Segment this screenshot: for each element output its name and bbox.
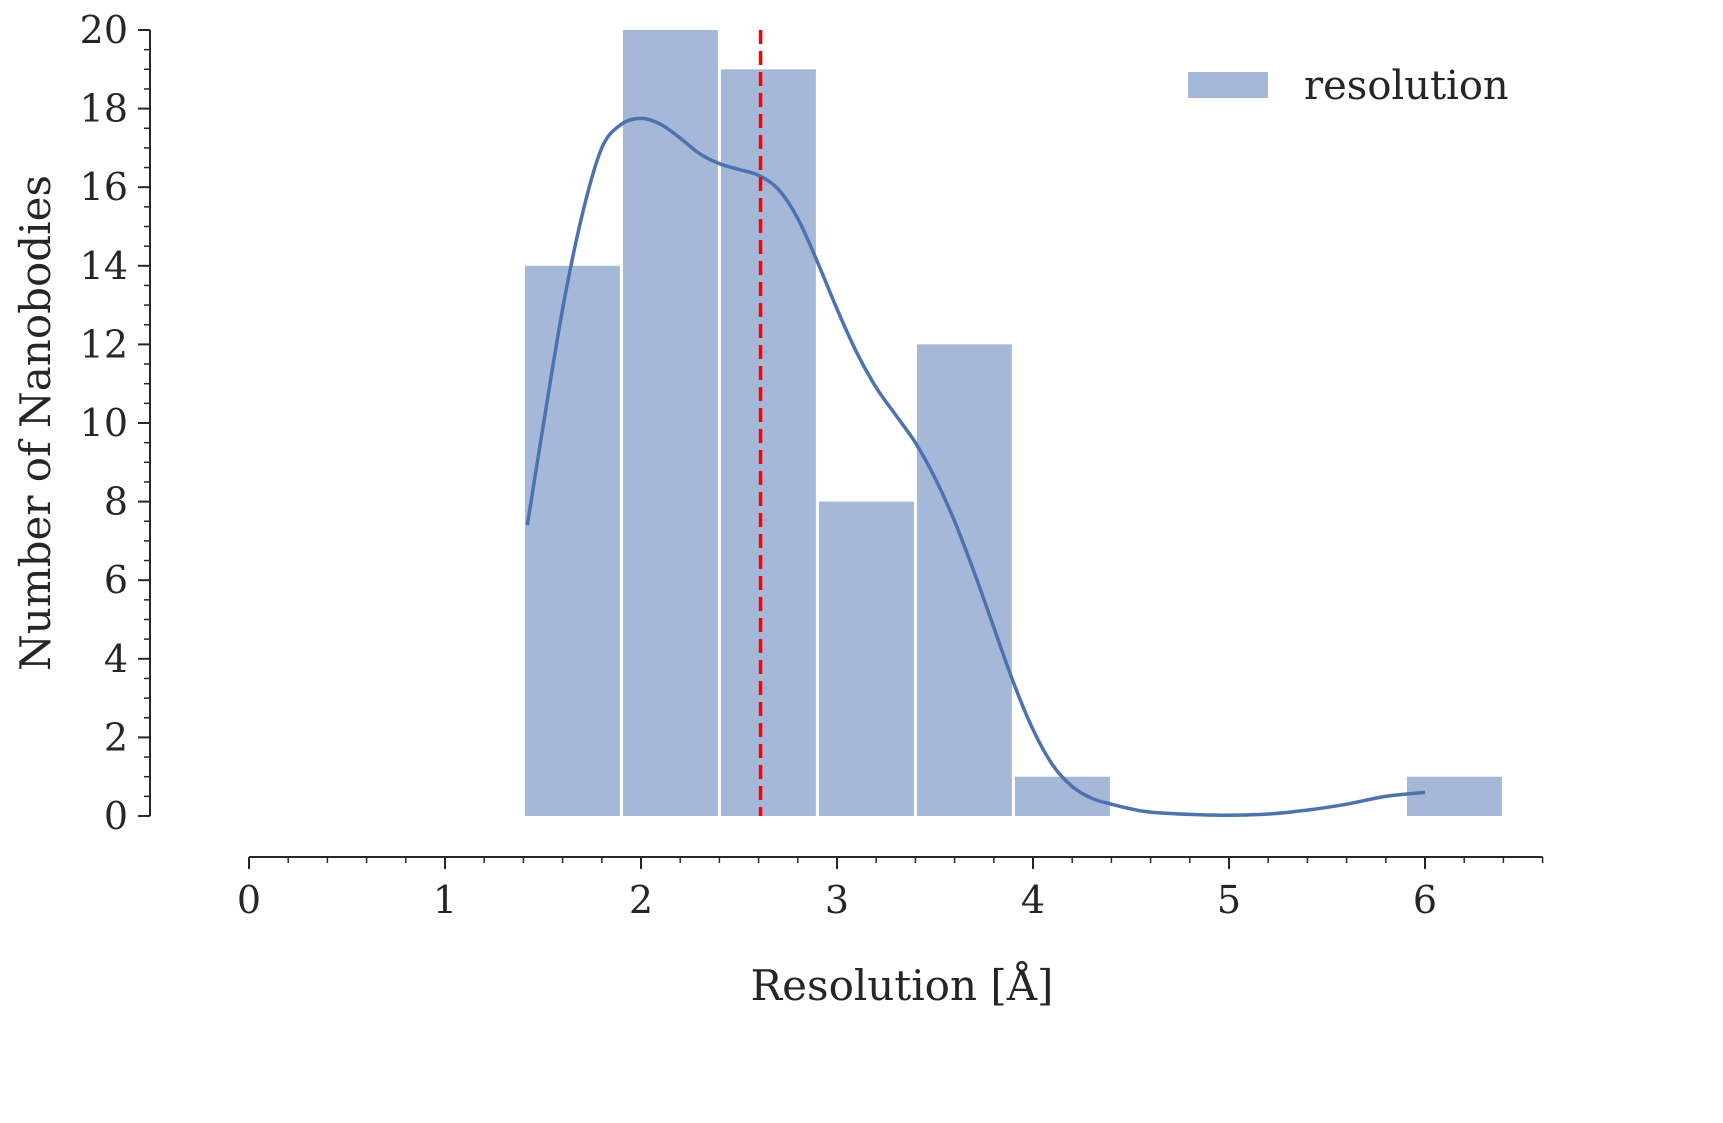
y-tick-label: 6: [104, 558, 128, 602]
y-tick-label: 10: [80, 401, 128, 445]
x-tick-label: 4: [1021, 878, 1045, 922]
histogram-bar-10: [1406, 776, 1502, 816]
y-tick-label: 20: [80, 8, 128, 52]
legend-swatch: [1188, 72, 1268, 98]
y-tick-label: 2: [104, 715, 128, 759]
histogram-bar-6: [1014, 776, 1110, 816]
y-tick-label: 4: [104, 637, 128, 681]
x-tick-label: 0: [237, 878, 261, 922]
x-tick-label: 5: [1217, 878, 1241, 922]
x-tick-label: 6: [1413, 878, 1437, 922]
legend: resolution: [1188, 63, 1509, 109]
histogram-bar-3: [720, 69, 816, 817]
x-tick-label: 1: [433, 878, 457, 922]
y-axis-ticks: 0 2 4 6 8 10 12 14 16 18 20: [80, 8, 150, 838]
x-axis-ticks: 0 1 2 3 4 5 6: [237, 857, 1544, 922]
y-tick-label: 14: [80, 244, 128, 288]
histogram-bars: [524, 30, 1502, 817]
y-tick-label: 8: [104, 480, 128, 524]
y-tick-label: 12: [80, 322, 128, 366]
x-tick-label: 2: [629, 878, 653, 922]
y-axis-title: Number of Nanobodies: [11, 175, 60, 671]
x-tick-label: 3: [825, 878, 849, 922]
kde-curve: [525, 116, 1426, 817]
histogram-bar-2: [622, 30, 718, 816]
y-tick-label: 16: [80, 165, 128, 209]
histogram-bar-5: [916, 344, 1012, 816]
histogram-bar-4: [818, 501, 914, 816]
y-tick-label: 0: [104, 794, 128, 838]
x-axis-title: Resolution [Å]: [751, 960, 1054, 1010]
y-tick-label: 18: [80, 87, 128, 131]
histogram-bar-1: [524, 265, 620, 816]
legend-label: resolution: [1304, 63, 1509, 109]
